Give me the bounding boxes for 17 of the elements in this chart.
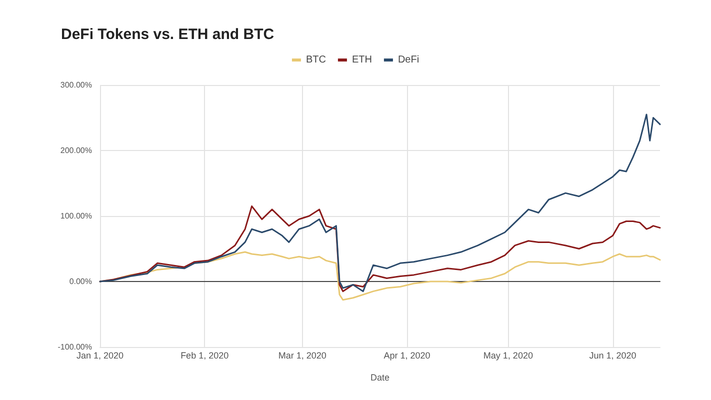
x-tick-label: Apr 1, 2020 <box>384 350 430 360</box>
x-tick-label: May 1, 2020 <box>483 350 533 360</box>
chart-title: DeFi Tokens vs. ETH and BTC <box>61 26 274 43</box>
y-tick-label: 100.00% <box>60 212 92 220</box>
y-tick-label: -100.00% <box>58 342 92 352</box>
y-tick-label: 200.00% <box>60 146 92 155</box>
y-tick-label: 300.00% <box>60 80 92 90</box>
legend-label: ETH <box>352 54 372 66</box>
x-axis-title: Date <box>370 372 390 382</box>
x-tick-label: Feb 1, 2020 <box>180 350 229 360</box>
x-tick-label: Mar 1, 2020 <box>278 350 326 360</box>
x-tick-label: Jun 1, 2020 <box>589 350 636 360</box>
legend-label: DeFi <box>398 54 420 66</box>
legend-label: BTC <box>306 54 326 66</box>
x-tick-label: Jan 1, 2020 <box>76 350 124 360</box>
y-tick-label: 0.00% <box>69 277 92 286</box>
line-series <box>99 114 661 292</box>
